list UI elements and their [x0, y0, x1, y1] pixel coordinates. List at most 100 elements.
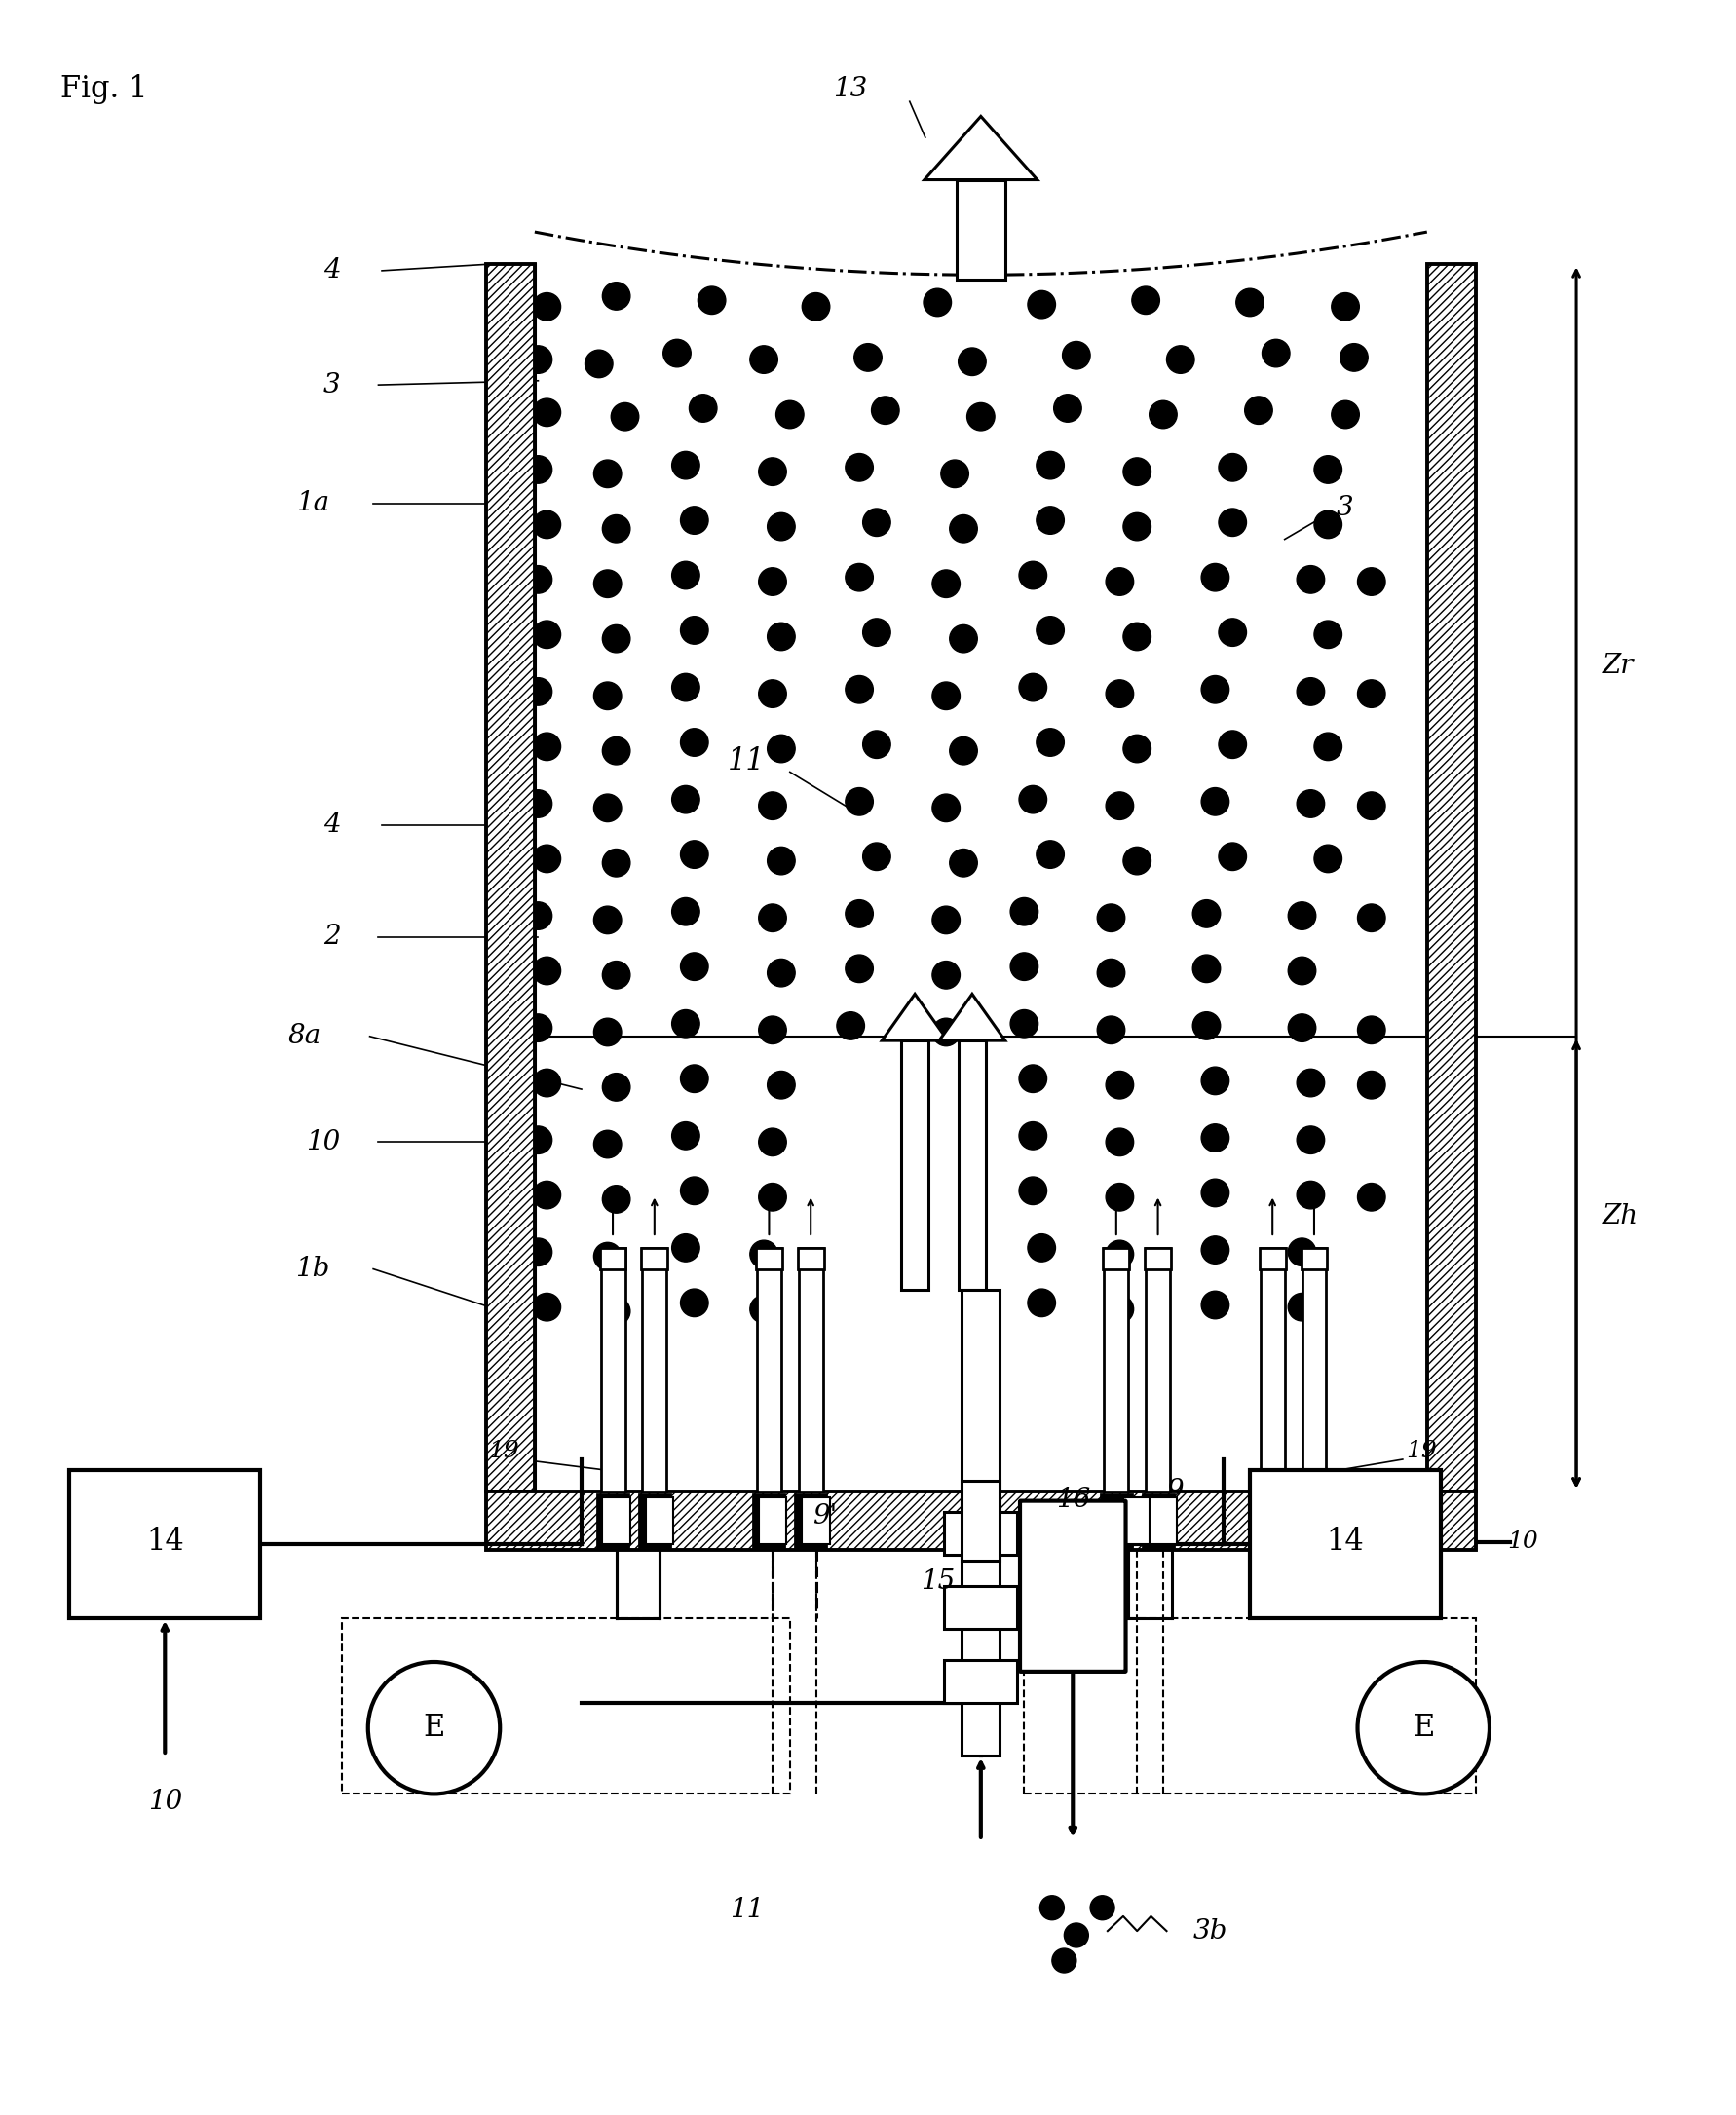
Circle shape — [1201, 675, 1229, 704]
Circle shape — [845, 675, 873, 704]
Circle shape — [681, 1064, 708, 1093]
Circle shape — [1123, 846, 1151, 876]
Circle shape — [1123, 622, 1151, 651]
Circle shape — [932, 960, 960, 990]
Circle shape — [759, 791, 786, 821]
Circle shape — [533, 844, 561, 873]
Circle shape — [524, 1013, 552, 1043]
Circle shape — [1314, 620, 1342, 649]
Circle shape — [672, 1121, 700, 1151]
Circle shape — [759, 1182, 786, 1212]
Circle shape — [602, 736, 630, 766]
Text: E: E — [1413, 1713, 1434, 1743]
Circle shape — [932, 1017, 960, 1047]
Bar — [1250, 1470, 1441, 1618]
Bar — [601, 1248, 625, 1269]
Circle shape — [1040, 1895, 1064, 1920]
Bar — [1271, 1497, 1299, 1544]
Circle shape — [958, 347, 986, 376]
Circle shape — [672, 785, 700, 814]
Circle shape — [1358, 1070, 1385, 1100]
Text: Zh: Zh — [1602, 1203, 1639, 1229]
Circle shape — [759, 1127, 786, 1157]
Circle shape — [533, 1068, 561, 1098]
Bar — [795, 1493, 826, 1548]
Bar — [1104, 1248, 1130, 1269]
Circle shape — [1358, 1662, 1489, 1794]
Circle shape — [932, 905, 960, 935]
Circle shape — [594, 569, 621, 599]
Circle shape — [1201, 1066, 1229, 1096]
Circle shape — [1132, 286, 1160, 315]
Circle shape — [1106, 1239, 1134, 1269]
Circle shape — [1219, 508, 1246, 537]
Text: 9': 9' — [812, 1504, 837, 1529]
Bar — [1146, 1248, 1170, 1491]
Circle shape — [602, 514, 630, 544]
Circle shape — [1297, 1125, 1325, 1155]
Bar — [1104, 1248, 1128, 1491]
Circle shape — [767, 512, 795, 541]
Circle shape — [1193, 1011, 1220, 1041]
Circle shape — [1358, 1182, 1385, 1212]
Circle shape — [1193, 954, 1220, 983]
Circle shape — [767, 958, 795, 988]
Circle shape — [594, 1129, 621, 1159]
Bar — [957, 180, 1005, 279]
Circle shape — [681, 728, 708, 757]
Circle shape — [368, 1662, 500, 1794]
Circle shape — [1340, 343, 1368, 372]
Circle shape — [533, 1292, 561, 1322]
Circle shape — [1297, 565, 1325, 594]
Circle shape — [1358, 903, 1385, 933]
Bar — [958, 1041, 986, 1290]
Circle shape — [533, 1180, 561, 1210]
Bar — [1142, 1493, 1174, 1548]
Text: 2: 2 — [323, 924, 340, 950]
Circle shape — [1201, 1235, 1229, 1265]
Circle shape — [585, 349, 613, 379]
Bar — [802, 1497, 830, 1544]
Text: 3: 3 — [323, 372, 340, 398]
Text: 1b: 1b — [295, 1256, 330, 1282]
Circle shape — [1219, 842, 1246, 871]
Circle shape — [602, 624, 630, 654]
Text: 14: 14 — [1326, 1527, 1364, 1557]
Bar — [799, 1248, 823, 1491]
Text: 11: 11 — [727, 747, 766, 776]
Circle shape — [672, 560, 700, 590]
Circle shape — [1314, 455, 1342, 484]
Circle shape — [854, 343, 882, 372]
Circle shape — [681, 1288, 708, 1318]
Bar — [1299, 1493, 1330, 1548]
Circle shape — [759, 1015, 786, 1045]
Circle shape — [1297, 1068, 1325, 1098]
Circle shape — [1028, 1233, 1055, 1263]
Circle shape — [863, 730, 891, 759]
Bar — [1257, 1493, 1288, 1548]
Circle shape — [1288, 901, 1316, 931]
Circle shape — [524, 345, 552, 374]
Polygon shape — [939, 994, 1005, 1041]
Circle shape — [602, 281, 630, 311]
Circle shape — [594, 681, 621, 711]
Circle shape — [524, 677, 552, 706]
Circle shape — [1332, 400, 1359, 429]
Circle shape — [1123, 512, 1151, 541]
Circle shape — [524, 1125, 552, 1155]
Circle shape — [950, 514, 977, 544]
FancyBboxPatch shape — [1021, 1502, 1125, 1671]
Circle shape — [1028, 290, 1055, 319]
Circle shape — [1297, 789, 1325, 819]
Circle shape — [672, 897, 700, 926]
Circle shape — [533, 956, 561, 986]
Circle shape — [845, 954, 873, 983]
Bar — [642, 1248, 667, 1491]
Text: 3: 3 — [1337, 495, 1354, 520]
Circle shape — [524, 1237, 552, 1267]
Bar — [757, 1248, 781, 1269]
Circle shape — [1236, 288, 1264, 317]
Circle shape — [767, 1070, 795, 1100]
Circle shape — [524, 901, 552, 931]
Circle shape — [1314, 844, 1342, 873]
